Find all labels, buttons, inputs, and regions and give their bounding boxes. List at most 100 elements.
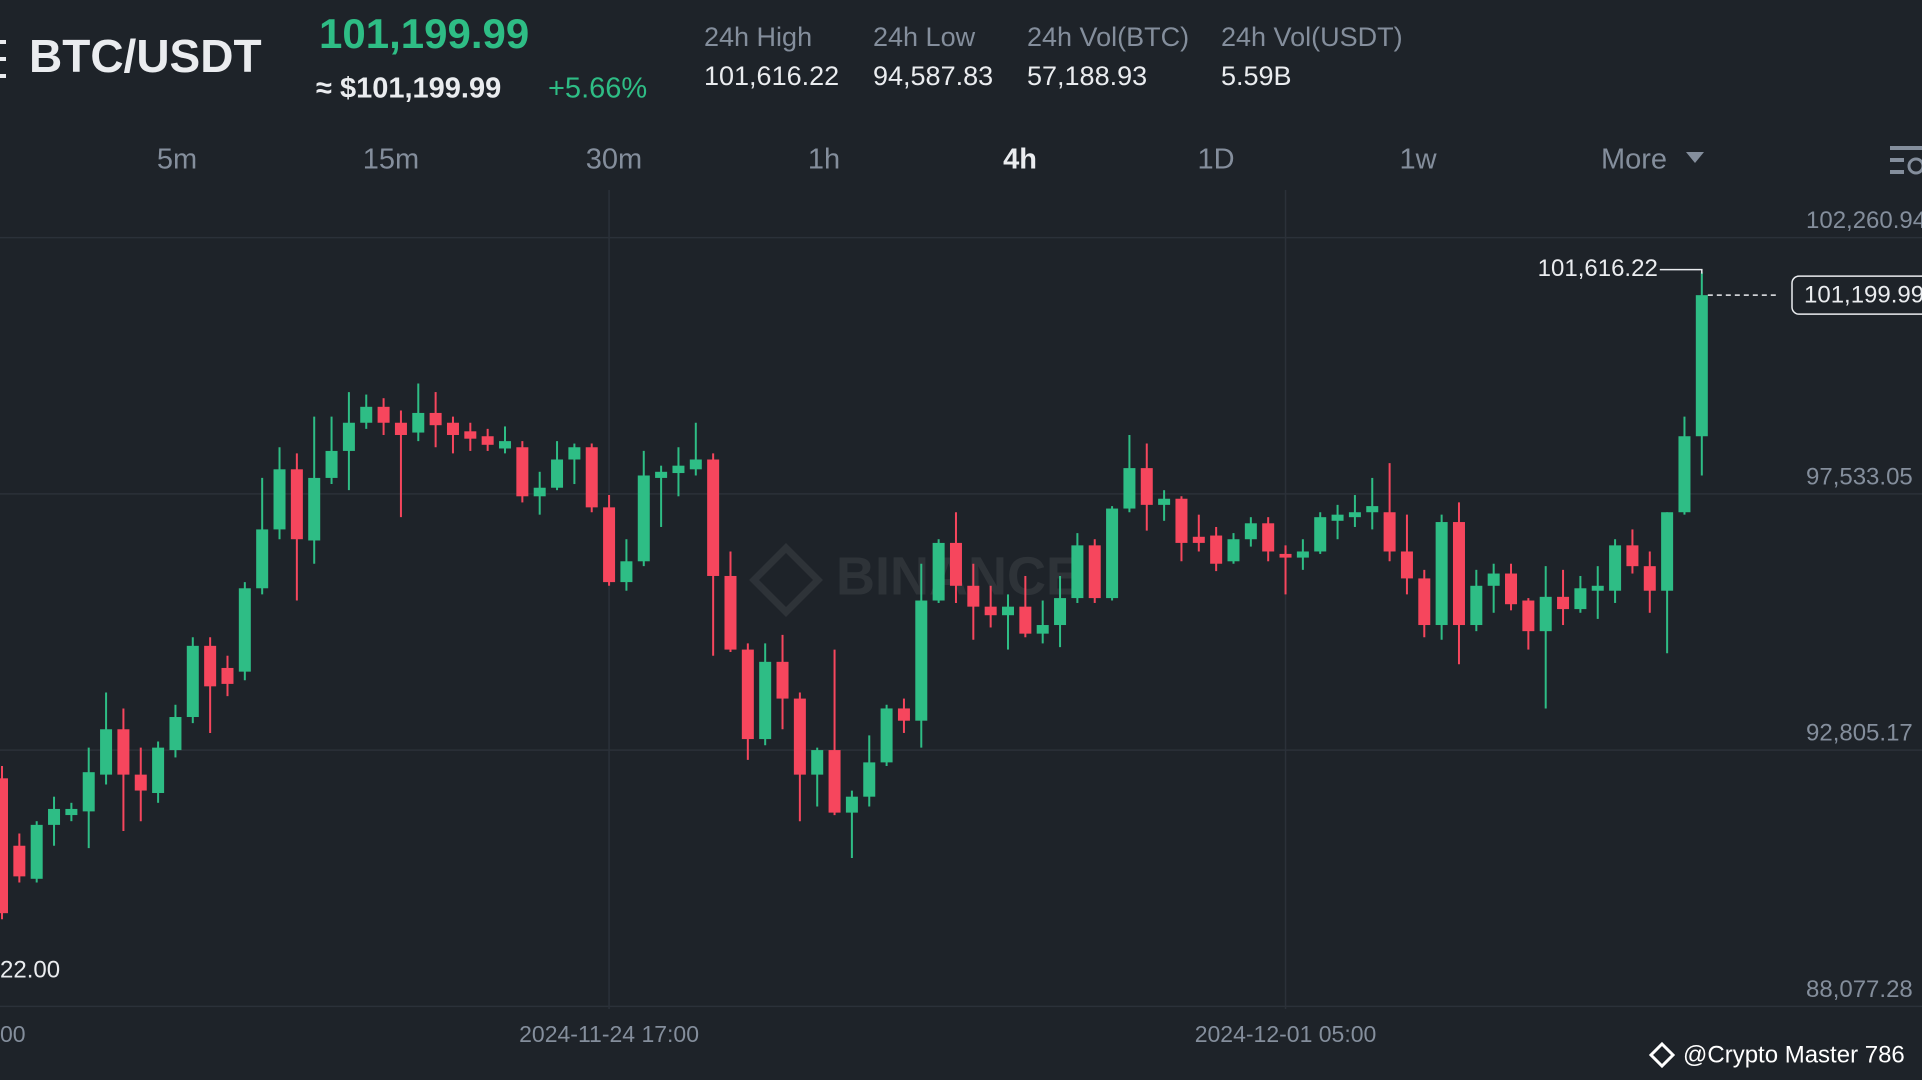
candle-body xyxy=(880,708,893,763)
candle-body xyxy=(1661,512,1674,591)
candle-body xyxy=(1557,596,1570,610)
candle-body xyxy=(1626,545,1639,567)
candle-body xyxy=(949,542,962,586)
candle-body xyxy=(82,772,95,812)
candle-body xyxy=(1487,573,1500,586)
interval[interactable]: 1w xyxy=(1399,144,1437,176)
candle-body xyxy=(1695,295,1708,437)
change: +5.66% xyxy=(548,73,647,105)
icon-line xyxy=(1890,170,1904,174)
intervals: 5m 15m 30m 1h 4h 1D 1w More xyxy=(157,144,1704,176)
candle-body xyxy=(169,717,182,751)
candle-body xyxy=(1678,436,1691,513)
candle-body xyxy=(967,585,980,607)
candle-body xyxy=(1279,553,1292,558)
candle-body xyxy=(1054,598,1067,626)
price-usd: ≈ $101,199.99 xyxy=(316,73,501,105)
icon-line xyxy=(1890,146,1922,150)
candle-body xyxy=(741,649,754,740)
candle-body xyxy=(1452,522,1465,626)
candle-body xyxy=(707,459,720,576)
menu-bar xyxy=(0,57,6,61)
candle-body xyxy=(1192,536,1205,543)
dropdown-arrow[interactable] xyxy=(1686,152,1704,163)
interval[interactable]: 1D xyxy=(1197,144,1234,176)
menu-icon[interactable] xyxy=(0,40,6,78)
candle-body xyxy=(1348,512,1361,518)
candle-body xyxy=(1123,468,1136,509)
interval[interactable]: 30m xyxy=(586,144,642,176)
candle-body xyxy=(759,661,772,740)
candle-body xyxy=(1175,498,1188,543)
candle-body xyxy=(134,774,147,791)
candle-body xyxy=(377,406,390,423)
candle-body xyxy=(65,808,78,816)
candle-body xyxy=(290,469,303,540)
candle-body xyxy=(446,422,459,435)
stat-label: 24h Vol(BTC) xyxy=(1027,22,1189,52)
candle-body xyxy=(100,729,113,775)
watermark-logo xyxy=(749,543,823,617)
low-label: 22.00 xyxy=(0,956,60,983)
credit-text: @Crypto Master 786 xyxy=(1683,1041,1905,1068)
candle-body xyxy=(360,406,373,423)
candle-body xyxy=(464,431,477,439)
candle-body xyxy=(1470,585,1483,626)
candle-body xyxy=(273,469,286,530)
candle-body xyxy=(1244,523,1257,540)
settings-icon[interactable] xyxy=(1890,146,1922,175)
candle-body xyxy=(863,762,876,797)
interval[interactable]: More xyxy=(1601,144,1667,176)
interval[interactable]: 1h xyxy=(808,144,840,176)
y-tick-label: 102,260.94 xyxy=(1806,207,1922,234)
candle-body xyxy=(897,708,910,721)
interval[interactable]: 15m xyxy=(363,144,419,176)
candle-body xyxy=(932,542,945,601)
x-tick-label: 2024-11-24 17:00 xyxy=(519,1021,699,1047)
candle-body xyxy=(256,529,269,589)
candle-body xyxy=(568,447,581,460)
candle-body xyxy=(585,447,598,508)
candle-body xyxy=(1418,578,1431,626)
candle-body xyxy=(152,747,165,794)
icon-line xyxy=(1890,158,1904,162)
menu-bar xyxy=(0,74,6,78)
candle-body xyxy=(1435,522,1448,626)
candle-body xyxy=(655,471,668,478)
candle-body xyxy=(186,645,199,718)
candle-body xyxy=(603,507,616,583)
candle-body xyxy=(0,778,8,914)
candle-body xyxy=(828,750,841,813)
stats: 24h High 101,616.22 24h Low 94,587.83 24h Vo… xyxy=(704,22,1403,91)
candle-body xyxy=(1574,588,1587,610)
stat-label: 24h Vol(USDT) xyxy=(1221,22,1403,52)
candle-body xyxy=(30,824,43,879)
candle-body xyxy=(620,561,633,583)
interval[interactable]: 5m xyxy=(157,144,197,176)
credit-logo xyxy=(1648,1041,1676,1069)
candle-body xyxy=(1106,508,1119,599)
credit: @Crypto Master 786 xyxy=(1648,1041,1905,1069)
candle-body xyxy=(412,412,425,433)
stat-value: 101,616.22 xyxy=(704,61,839,91)
candle-body xyxy=(1210,535,1223,564)
candle-body xyxy=(915,600,928,721)
candle-body xyxy=(325,450,338,478)
candle-body xyxy=(811,750,824,775)
pair[interactable]: BTC/USDT xyxy=(29,30,262,82)
candle-body xyxy=(1262,523,1275,552)
high-label: 101,616.22 xyxy=(1538,255,1658,282)
candle-body xyxy=(1539,596,1552,632)
candle-body xyxy=(481,436,494,445)
candle-body xyxy=(1522,600,1535,632)
candle-body xyxy=(776,661,789,699)
x-tick-label: 2024-12-01 05:00 xyxy=(1195,1021,1377,1047)
candle-body xyxy=(984,606,997,616)
candle-body xyxy=(1088,545,1101,599)
candle-body xyxy=(221,667,234,684)
candle-body xyxy=(672,465,685,474)
interval[interactable]: 4h xyxy=(1003,144,1037,176)
x-tick-label: 00 xyxy=(0,1021,26,1047)
candle-body xyxy=(533,487,546,497)
